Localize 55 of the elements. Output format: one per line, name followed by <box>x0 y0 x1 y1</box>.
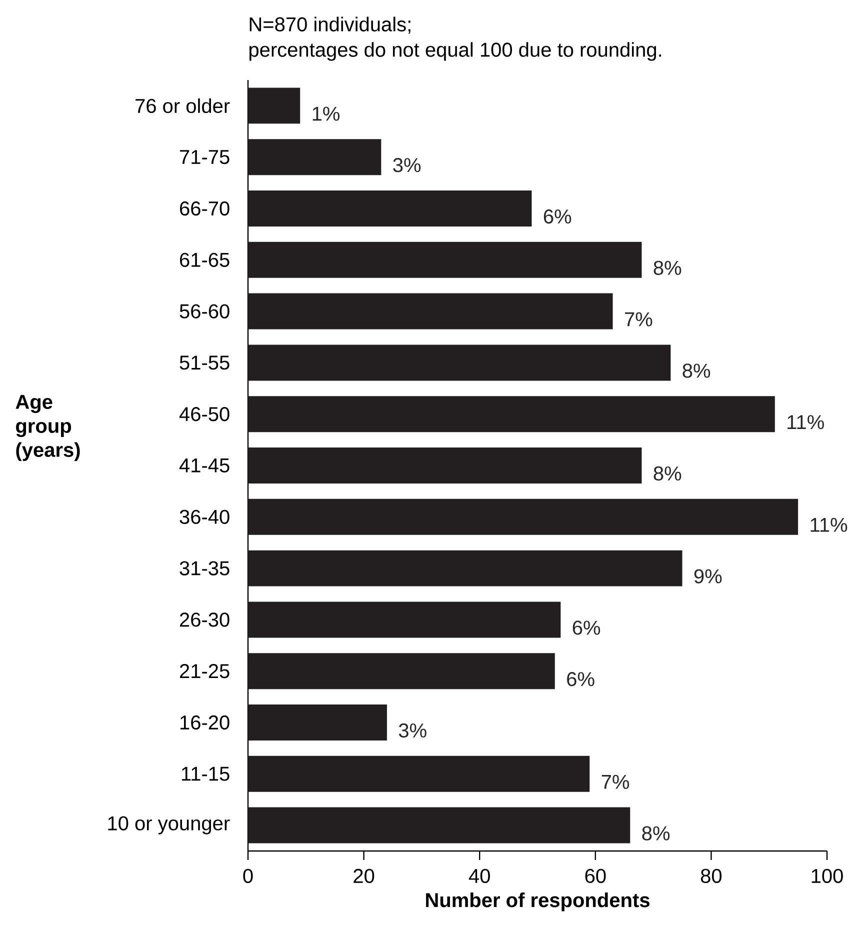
y-tick-label: 56-60 <box>180 304 230 318</box>
y-tick-label: 76 or older <box>136 98 230 114</box>
bar <box>248 88 300 124</box>
x-tick-label: 40 <box>468 868 490 884</box>
annotation: 1% <box>312 106 340 121</box>
annotation: 9% <box>694 569 722 584</box>
bar <box>248 602 561 638</box>
bar <box>248 139 382 176</box>
y-tick-label: 46-50 <box>179 407 230 422</box>
bar <box>248 396 775 432</box>
bar <box>248 704 387 740</box>
annotation: 8% <box>642 826 670 840</box>
y-tick-label: 26-30 <box>180 612 230 627</box>
annotation: 3% <box>393 158 421 172</box>
bar <box>248 807 630 844</box>
annotation: 6% <box>572 620 600 635</box>
annotation: 8% <box>682 364 710 378</box>
y-tick-label: 11-15 <box>182 766 230 781</box>
x-tick-label: 100 <box>812 868 843 884</box>
y-tick-label: 16-20 <box>180 715 230 730</box>
annotation: 11% <box>810 518 848 532</box>
annotation: 8% <box>654 260 682 275</box>
annotation: 11% <box>788 415 824 430</box>
bar <box>248 190 532 226</box>
bar <box>248 498 798 535</box>
bar <box>248 756 590 792</box>
bar <box>248 448 642 484</box>
annotation: 3% <box>398 723 426 738</box>
bar <box>248 653 555 690</box>
x-tick-label: 20 <box>354 868 374 884</box>
y-tick-label: 61-65 <box>180 252 230 267</box>
x-axis-title: Number of respondents <box>426 892 650 912</box>
y-tick-label: 31-35 <box>180 561 230 576</box>
bar <box>248 293 613 330</box>
y-tick-label: 21-25 <box>180 664 230 678</box>
chart-title: N=870 individuals; <box>250 16 410 34</box>
chart-subtitle: percentages do not equal 100 due to rounding. <box>249 42 662 61</box>
x-tick-label: 0 <box>243 868 253 884</box>
annotation: 7% <box>602 774 630 789</box>
y-tick-label: 36-40 <box>180 510 230 524</box>
annotation: 6% <box>544 209 572 224</box>
annotation: 7% <box>625 312 652 326</box>
y-tick-label: 51-55 <box>180 356 230 370</box>
y-tick-label: 66-70 <box>180 201 230 216</box>
y-tick-label: 71-75 <box>180 150 230 164</box>
x-tick-label: 60 <box>585 868 606 884</box>
y-axis-title: Age group (years) <box>16 395 80 461</box>
annotation: 6% <box>567 672 594 686</box>
y-tick-label: 10 or younger <box>108 816 230 834</box>
bar <box>248 242 642 278</box>
bar <box>248 344 671 381</box>
x-tick-label: 80 <box>700 868 722 884</box>
bar <box>248 550 682 586</box>
y-tick-label: 41-45 <box>179 458 230 472</box>
annotation: 8% <box>654 466 682 481</box>
